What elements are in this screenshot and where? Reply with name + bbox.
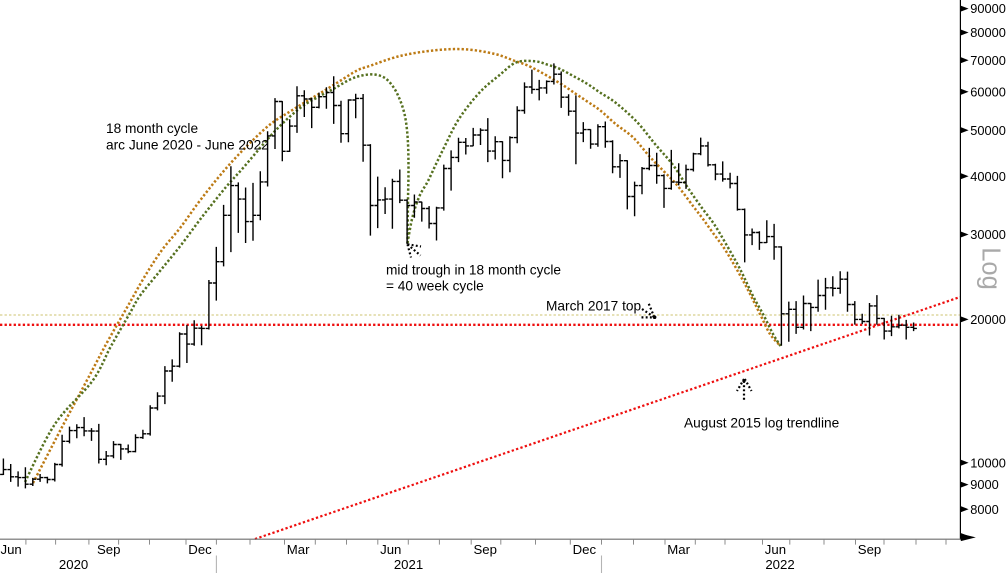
- svg-text:40000: 40000: [970, 169, 1006, 184]
- svg-text:70000: 70000: [970, 53, 1006, 68]
- svg-text:30000: 30000: [970, 227, 1006, 242]
- svg-text:Jun: Jun: [380, 542, 401, 557]
- svg-text:Mar: Mar: [287, 542, 310, 557]
- svg-text:50000: 50000: [970, 123, 1006, 138]
- svg-text:2022: 2022: [765, 557, 794, 572]
- svg-text:Sep: Sep: [474, 542, 497, 557]
- svg-text:9000: 9000: [970, 477, 998, 492]
- svg-text:20000: 20000: [970, 312, 1006, 327]
- svg-text:Dec: Dec: [573, 542, 597, 557]
- svg-text:80000: 80000: [970, 25, 1006, 40]
- svg-text:18 month cycle: 18 month cycle: [106, 121, 198, 136]
- svg-text:2020: 2020: [59, 557, 88, 572]
- svg-text:Jun: Jun: [765, 542, 786, 557]
- svg-text:8000: 8000: [970, 502, 998, 517]
- svg-text:Sep: Sep: [97, 542, 120, 557]
- svg-text:2021: 2021: [394, 557, 423, 572]
- svg-text:mid trough in 18 month cycle: mid trough in 18 month cycle: [386, 263, 561, 278]
- svg-text:60000: 60000: [970, 84, 1006, 99]
- svg-text:Jun: Jun: [1, 542, 22, 557]
- svg-text:= 40 week cycle: = 40 week cycle: [386, 279, 484, 294]
- svg-text:10000: 10000: [970, 455, 1006, 470]
- svg-text:Sep: Sep: [858, 542, 881, 557]
- svg-text:Log: Log: [977, 247, 1005, 290]
- svg-text:arc June 2020 - June 2022: arc June 2020 - June 2022: [106, 138, 269, 153]
- svg-text:March 2017 top: March 2017 top: [546, 299, 641, 314]
- svg-text:Mar: Mar: [667, 542, 690, 557]
- svg-text:90000: 90000: [970, 1, 1006, 16]
- svg-text:August 2015 log trendline: August 2015 log trendline: [684, 416, 839, 431]
- svg-text:Dec: Dec: [188, 542, 212, 557]
